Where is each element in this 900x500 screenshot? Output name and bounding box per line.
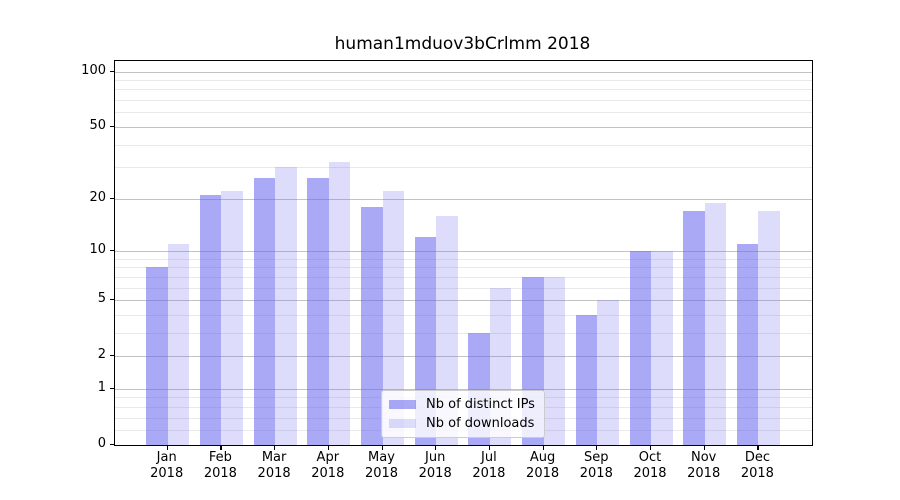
y-tick-label: 2 bbox=[97, 347, 106, 363]
y-tick-label: 100 bbox=[81, 62, 106, 78]
x-tick-mark bbox=[327, 445, 329, 450]
bar-nb-of-distinct-ips-sep bbox=[575, 314, 598, 445]
x-tick-label-jul: Jul 2018 bbox=[472, 450, 506, 481]
x-tick-label-jan: Jan 2018 bbox=[150, 450, 184, 481]
x-tick-label-aug: Aug 2018 bbox=[526, 450, 560, 481]
x-tick-mark bbox=[488, 445, 491, 450]
y-tick-label: 20 bbox=[89, 189, 106, 205]
bar-nb-of-downloads-oct bbox=[651, 250, 673, 445]
minor-gridline bbox=[115, 112, 812, 114]
bar-nb-of-downloads-mar bbox=[275, 167, 297, 445]
legend-label-downloads: Nb of downloads bbox=[426, 416, 535, 431]
bar-nb-of-downloads-apr bbox=[328, 162, 351, 445]
bar-nb-of-downloads-jan bbox=[167, 243, 190, 445]
legend-label-distinct-ips: Nb of distinct IPs bbox=[426, 397, 535, 412]
minor-gridline bbox=[115, 167, 812, 169]
y-tick-label: 5 bbox=[97, 291, 106, 306]
y-tick-mark bbox=[110, 125, 115, 127]
major-gridline bbox=[115, 71, 812, 73]
y-tick-label: 50 bbox=[89, 117, 106, 133]
y-tick-mark bbox=[110, 444, 115, 446]
minor-gridline bbox=[115, 314, 812, 316]
x-tick-label-feb: Feb 2018 bbox=[203, 450, 237, 481]
bar-nb-of-downloads-sep bbox=[597, 300, 619, 445]
x-tick-label-oct: Oct 2018 bbox=[633, 450, 667, 481]
legend: Nb of distinct IPs Nb of downloads bbox=[381, 390, 545, 438]
y-tick-mark bbox=[110, 299, 115, 301]
x-tick-mark bbox=[220, 445, 222, 450]
x-tick-mark bbox=[435, 445, 437, 450]
minor-gridline bbox=[115, 267, 812, 269]
y-tick-mark bbox=[110, 197, 115, 199]
bar-nb-of-distinct-ips-nov bbox=[683, 211, 705, 445]
bar-nb-of-downloads-dec bbox=[758, 211, 780, 445]
bar-nb-of-distinct-ips-dec bbox=[736, 243, 759, 445]
bar-nb-of-distinct-ips-mar bbox=[253, 178, 276, 445]
plot-area: Nb of distinct IPs Nb of downloads bbox=[114, 60, 813, 446]
y-tick-label: 0 bbox=[97, 436, 106, 451]
x-tick-mark bbox=[166, 445, 168, 450]
bar-nb-of-distinct-ips-may bbox=[361, 206, 383, 445]
minor-gridline bbox=[115, 89, 812, 91]
bar-nb-of-downloads-aug bbox=[543, 276, 566, 445]
x-tick-mark bbox=[596, 445, 598, 450]
legend-item-distinct-ips: Nb of distinct IPs bbox=[389, 397, 537, 412]
x-tick-mark bbox=[381, 445, 383, 450]
bar-nb-of-distinct-ips-apr bbox=[307, 178, 329, 445]
minor-gridline bbox=[115, 144, 812, 146]
major-gridline bbox=[115, 250, 812, 252]
minor-gridline bbox=[115, 100, 812, 101]
y-tick-mark bbox=[110, 355, 115, 357]
bar-nb-of-distinct-ips-oct bbox=[629, 250, 651, 445]
major-gridline bbox=[115, 198, 812, 200]
minor-gridline bbox=[115, 276, 812, 278]
major-gridline bbox=[115, 356, 812, 358]
bar-nb-of-distinct-ips-jan bbox=[146, 267, 168, 445]
bar-nb-of-downloads-may bbox=[382, 191, 404, 445]
x-tick-label-apr: Apr 2018 bbox=[311, 450, 345, 481]
minor-gridline bbox=[115, 258, 812, 260]
x-tick-label-sep: Sep 2018 bbox=[579, 450, 613, 481]
y-tick-label: 1 bbox=[97, 379, 106, 395]
y-tick-mark bbox=[110, 387, 115, 390]
bar-nb-of-downloads-feb bbox=[221, 191, 243, 445]
y-tick-mark bbox=[110, 249, 115, 252]
legend-swatch-distinct-ips bbox=[389, 400, 416, 409]
x-tick-mark bbox=[703, 445, 705, 450]
x-tick-label-nov: Nov 2018 bbox=[687, 450, 721, 481]
legend-item-downloads: Nb of downloads bbox=[389, 416, 537, 431]
y-tick-label: 10 bbox=[89, 241, 106, 257]
bar-nb-of-distinct-ips-feb bbox=[199, 194, 222, 445]
minor-gridline bbox=[115, 287, 812, 289]
major-gridline bbox=[115, 300, 812, 301]
x-tick-label-mar: Mar 2018 bbox=[257, 450, 291, 481]
major-gridline bbox=[115, 126, 812, 128]
x-tick-mark bbox=[274, 445, 276, 450]
chart-title: human1mduov3bCrlmm 2018 bbox=[334, 34, 591, 54]
bar-nb-of-downloads-nov bbox=[704, 202, 727, 445]
x-tick-label-jun: Jun 2018 bbox=[418, 450, 452, 481]
x-tick-label-dec: Dec 2018 bbox=[740, 450, 774, 481]
minor-gridline bbox=[115, 79, 812, 81]
x-tick-mark bbox=[542, 445, 544, 450]
minor-gridline bbox=[115, 332, 812, 334]
bar-nb-of-downloads-jun bbox=[436, 215, 458, 445]
major-gridline bbox=[115, 388, 812, 390]
y-tick-mark bbox=[110, 70, 115, 72]
x-tick-label-may: May 2018 bbox=[364, 450, 399, 481]
x-tick-mark bbox=[650, 445, 652, 450]
x-tick-mark bbox=[757, 445, 759, 450]
legend-swatch-downloads bbox=[389, 419, 416, 428]
